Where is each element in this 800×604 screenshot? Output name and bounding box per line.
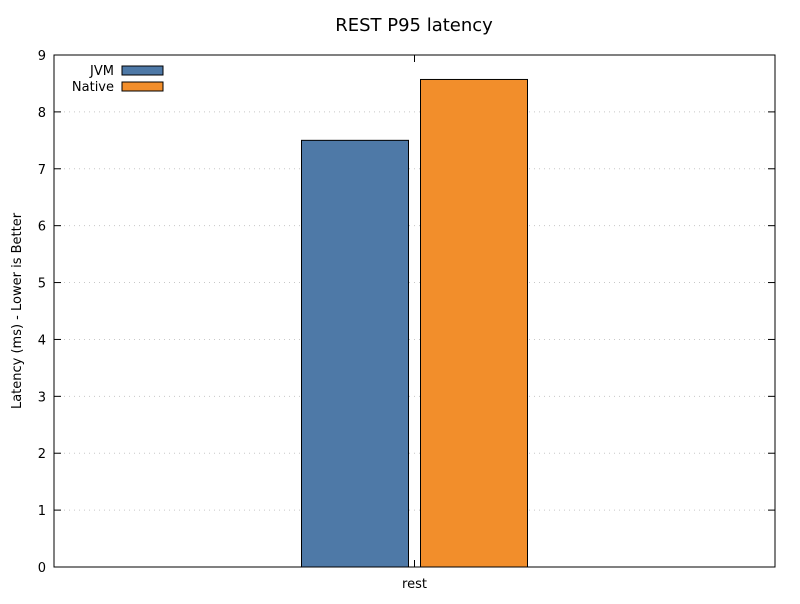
bar-native <box>420 78 528 568</box>
bar-jvm <box>301 139 409 568</box>
legend-swatch-jvm <box>121 65 164 76</box>
y-tick-label: 5 <box>38 277 46 292</box>
chart-title: REST P95 latency <box>335 15 493 36</box>
y-tick-label: 2 <box>38 447 46 462</box>
y-tick-label: 1 <box>38 504 46 519</box>
legend-label-jvm: JVM <box>89 64 114 79</box>
legend-label-native: Native <box>72 80 114 95</box>
y-tick-label: 0 <box>38 561 46 576</box>
y-tick-label: 9 <box>38 49 46 64</box>
y-tick-label: 8 <box>38 106 46 121</box>
bars <box>301 78 528 568</box>
y-tick-label: 3 <box>38 390 46 405</box>
axis-ticks: 0 1 2 3 4 5 6 7 8 9 rest <box>38 49 775 592</box>
y-tick-label: 6 <box>38 220 46 235</box>
legend-swatch-native <box>121 81 164 92</box>
y-tick-label: 4 <box>38 333 46 348</box>
y-axis-label: Latency (ms) - Lower is Better <box>10 212 25 409</box>
x-tick-label: rest <box>402 577 427 592</box>
plot-frame <box>53 54 776 568</box>
y-tick-label: 7 <box>38 163 46 178</box>
gridlines <box>54 111 775 511</box>
